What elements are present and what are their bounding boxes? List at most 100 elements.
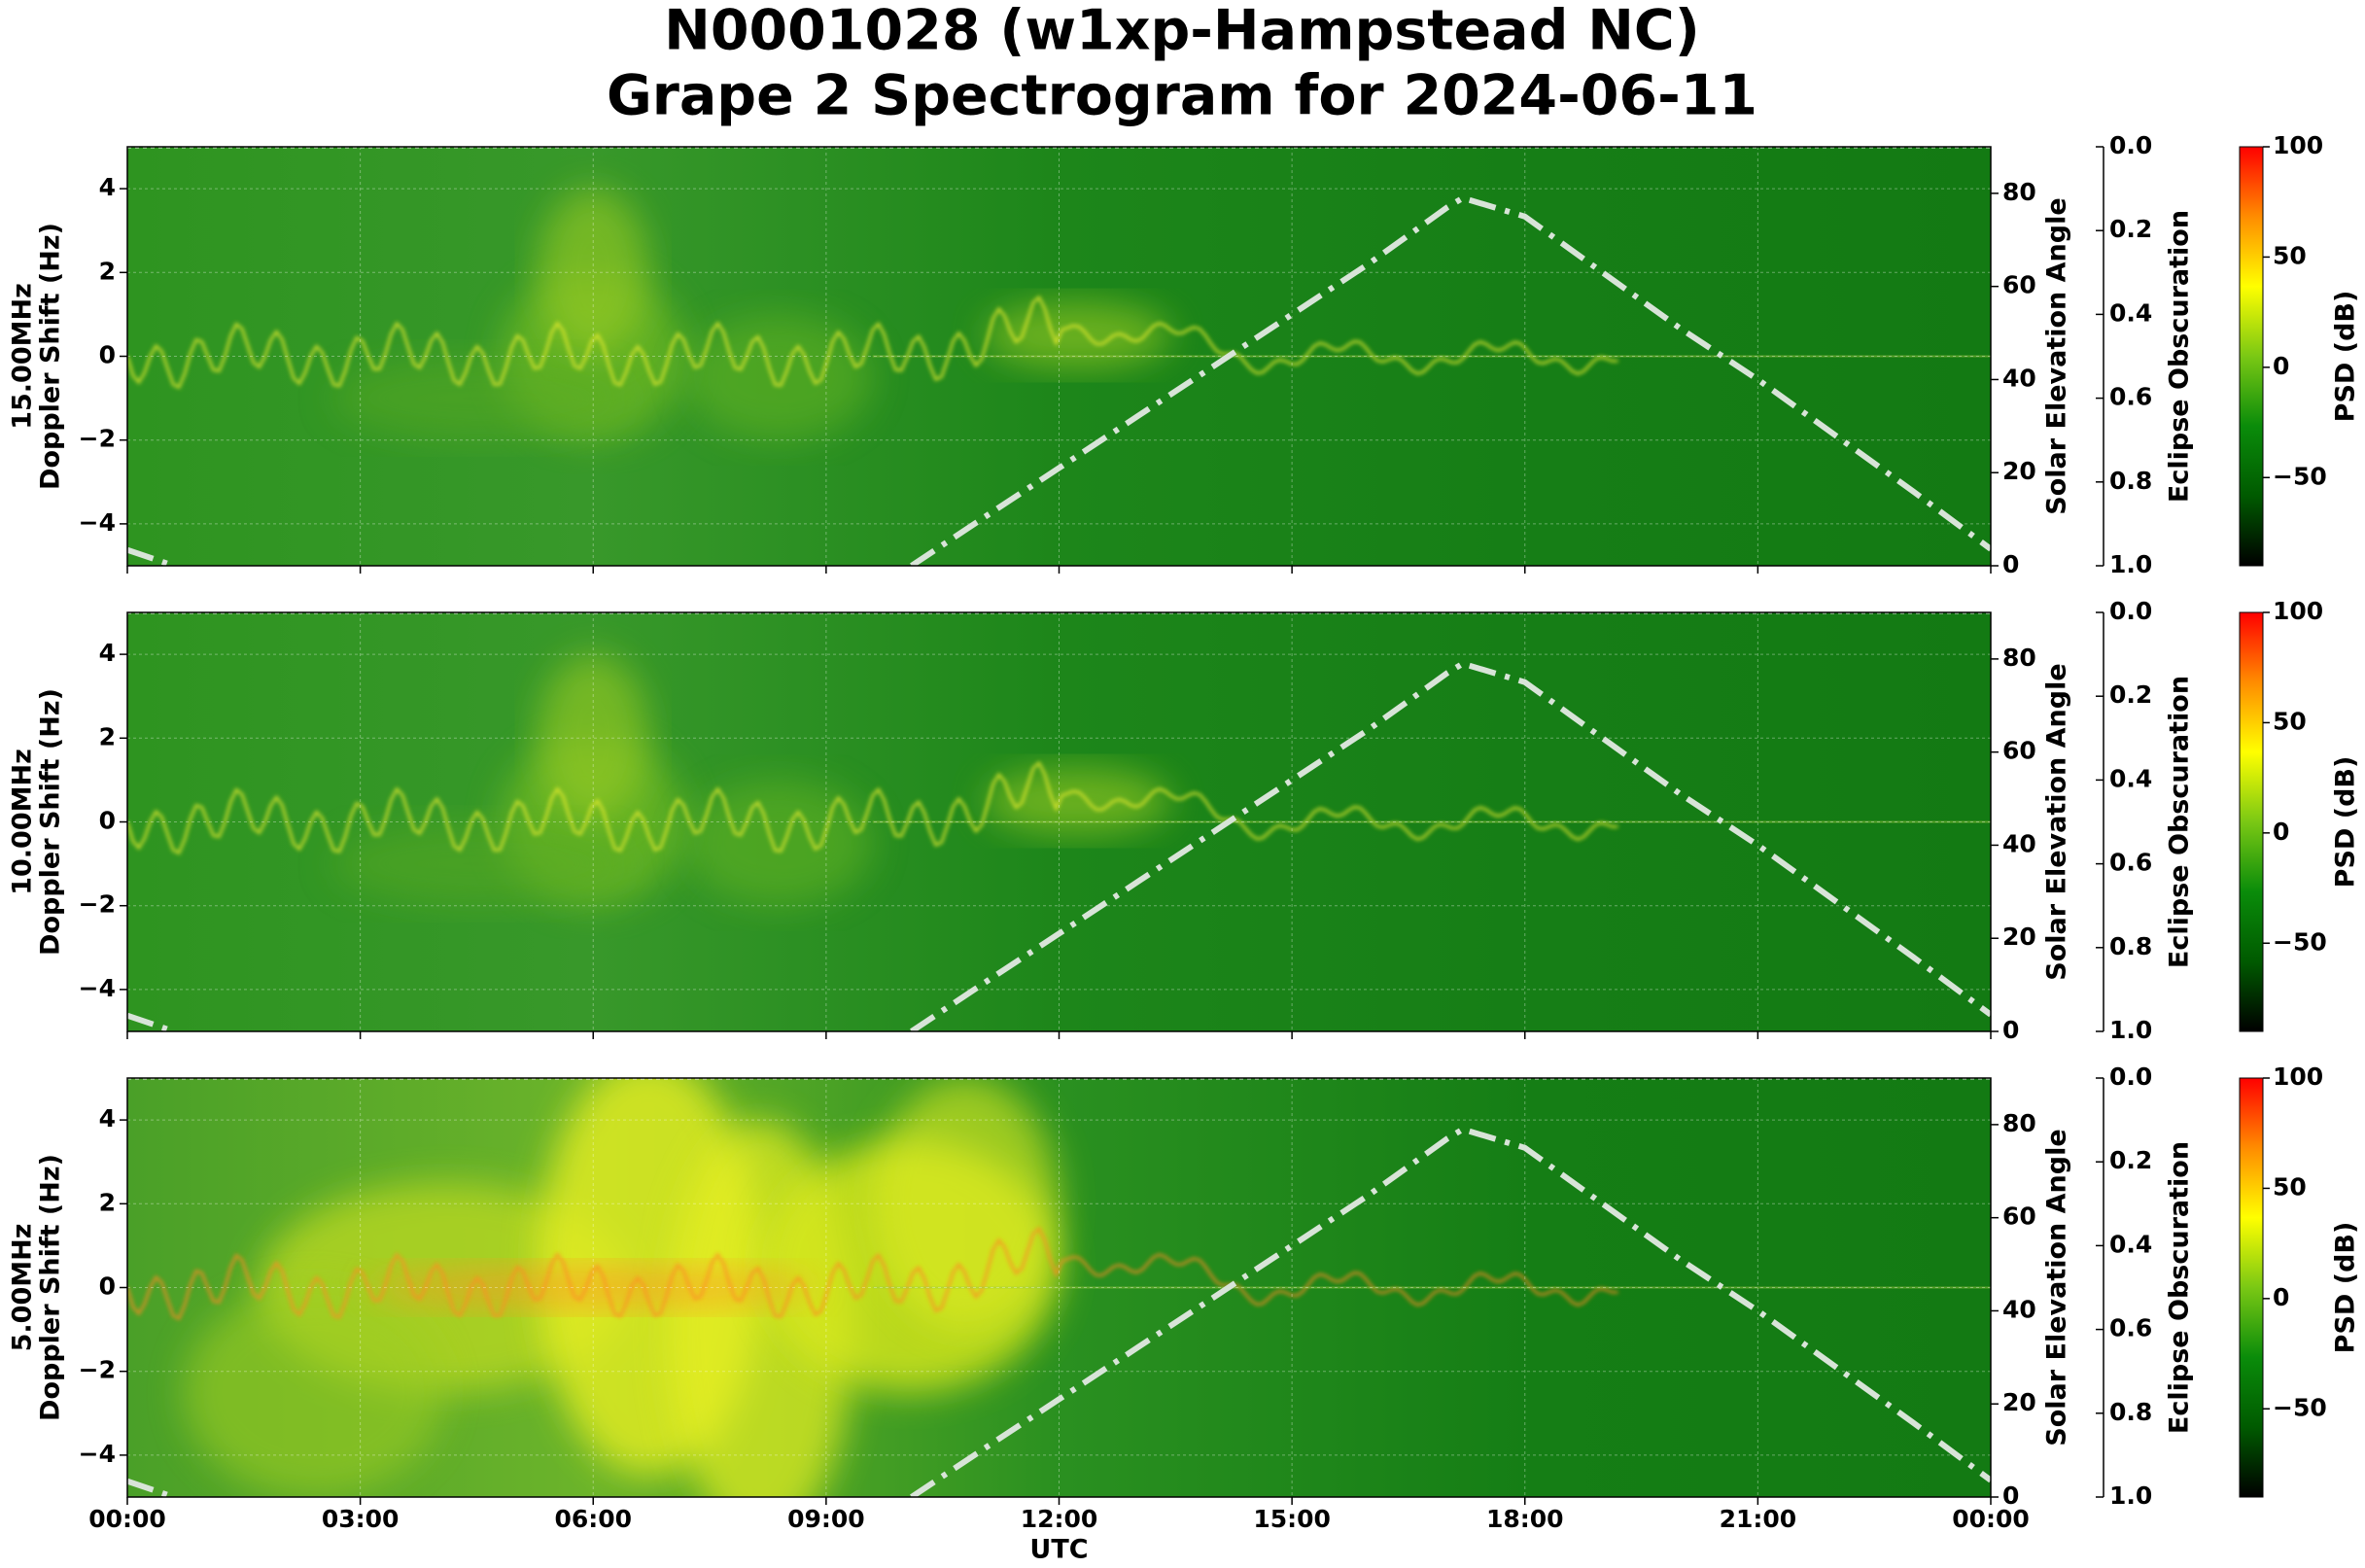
y-tick-label: 2 xyxy=(99,722,116,750)
eclipse-axis-label: Eclipse Obscuration xyxy=(2165,210,2195,503)
y-tick-label: 0 xyxy=(99,341,116,369)
texture xyxy=(872,1078,1060,1330)
y-axis-label: 15.00MHz xyxy=(8,283,38,430)
colorbar-tick-label: 100 xyxy=(2273,131,2323,159)
y-axis-label: Doppler Shift (Hz) xyxy=(36,1154,66,1421)
colorbar-label: PSD (dB) xyxy=(2331,756,2361,889)
y2-tick-label: 80 xyxy=(2002,1109,2036,1137)
y-tick-label: 2 xyxy=(99,1188,116,1216)
colorbar-tick-label: 0 xyxy=(2273,818,2289,846)
plot-frame xyxy=(126,1077,1992,1498)
texture xyxy=(183,1287,444,1497)
eclipse-tick-label: 0.2 xyxy=(2109,215,2152,243)
texture-trace xyxy=(127,1226,1618,1321)
eclipse-tick-label: 0.4 xyxy=(2109,298,2152,327)
eclipse-tick-label: 0.2 xyxy=(2109,1146,2152,1174)
x-tick-label: 06:00 xyxy=(554,1505,632,1533)
y-axis-label: 10.00MHz xyxy=(8,749,38,895)
colorbar-tick-label: 100 xyxy=(2273,1063,2323,1091)
x-tick-label: 00:00 xyxy=(1952,1505,2030,1533)
y2-tick-label: 20 xyxy=(2002,923,2036,951)
plot-frame xyxy=(126,611,1992,1032)
x-tick-label: 21:00 xyxy=(1720,1505,1797,1533)
y2-tick-label: 20 xyxy=(2002,457,2036,485)
y2-tick-label: 20 xyxy=(2002,1388,2036,1416)
y-tick-label: 4 xyxy=(99,173,116,201)
eclipse-tick-label: 1.0 xyxy=(2109,1481,2152,1510)
colorbar-tick-label: −50 xyxy=(2273,1393,2327,1421)
y-axis-label: 5.00MHz xyxy=(8,1224,38,1352)
y-tick-label: −4 xyxy=(79,508,116,537)
texture xyxy=(537,654,649,822)
y2-tick-label: 60 xyxy=(2002,271,2036,299)
y2-tick-label: 40 xyxy=(2002,829,2036,857)
y2-tick-label: 80 xyxy=(2002,644,2036,672)
eclipse-tick-label: 0.0 xyxy=(2109,1063,2152,1091)
colorbar xyxy=(2239,146,2264,567)
y-tick-label: 4 xyxy=(99,639,116,667)
title-line: Grape 2 Spectrogram for 2024-06-11 xyxy=(607,64,1757,128)
solar-elevation-line xyxy=(127,1126,1991,1497)
colorbar xyxy=(2239,1077,2264,1498)
texture-trace xyxy=(127,295,1618,390)
y2-axis-label: Solar Elevation Angle xyxy=(2042,663,2072,980)
eclipse-tick-label: 0.6 xyxy=(2109,1314,2152,1342)
colorbar-tick-label: −50 xyxy=(2273,462,2327,490)
texture xyxy=(984,301,1171,369)
colorbar-tick-label: 50 xyxy=(2273,1172,2307,1201)
y-tick-label: −2 xyxy=(79,425,116,453)
eclipse-tick-label: 0.0 xyxy=(2109,131,2152,159)
spectrogram xyxy=(127,612,1991,1031)
y-axis-label: Doppler Shift (Hz) xyxy=(36,688,66,956)
texture xyxy=(984,767,1171,835)
eclipse-tick-label: 0.0 xyxy=(2109,597,2152,625)
eclipse-tick-label: 0.4 xyxy=(2109,764,2152,792)
texture xyxy=(331,821,631,906)
y2-tick-label: 40 xyxy=(2002,1295,2036,1323)
y-tick-label: 0 xyxy=(99,1272,116,1301)
colorbar-tick-label: 100 xyxy=(2273,597,2323,625)
eclipse-tick-label: 1.0 xyxy=(2109,1016,2152,1044)
spectrogram xyxy=(127,1078,1991,1497)
texture xyxy=(686,780,873,906)
texture xyxy=(369,1266,817,1309)
eclipse-axis-label: Eclipse Obscuration xyxy=(2165,1141,2195,1434)
eclipse-tick-label: 1.0 xyxy=(2109,550,2152,578)
x-tick-label: 09:00 xyxy=(787,1505,865,1533)
colorbar-tick-label: 0 xyxy=(2273,1283,2289,1311)
plot-frame xyxy=(126,146,1992,567)
y-tick-label: 4 xyxy=(99,1104,116,1132)
y-tick-label: −2 xyxy=(79,1356,116,1384)
y2-tick-label: 60 xyxy=(2002,1202,2036,1231)
y-tick-label: −4 xyxy=(79,974,116,1002)
colorbar-tick-label: −50 xyxy=(2273,927,2327,956)
y-tick-label: 2 xyxy=(99,257,116,285)
colorbar-label: PSD (dB) xyxy=(2331,1222,2361,1354)
y2-tick-label: 60 xyxy=(2002,737,2036,765)
eclipse-tick-label: 0.6 xyxy=(2109,383,2152,411)
colorbar-label: PSD (dB) xyxy=(2331,291,2361,423)
y-tick-label: 0 xyxy=(99,807,116,835)
colorbar xyxy=(2239,611,2264,1032)
y2-axis-label: Solar Elevation Angle xyxy=(2042,197,2072,514)
colorbar-tick-label: 0 xyxy=(2273,352,2289,380)
eclipse-tick-label: 0.8 xyxy=(2109,932,2152,960)
colorbar-tick-label: 50 xyxy=(2273,707,2307,735)
y-axis-label: Doppler Shift (Hz) xyxy=(36,223,66,490)
eclipse-tick-label: 0.6 xyxy=(2109,849,2152,877)
y2-tick-label: 0 xyxy=(2002,550,2019,578)
eclipse-tick-label: 0.2 xyxy=(2109,680,2152,709)
texture-trace xyxy=(127,760,1618,855)
y2-tick-label: 0 xyxy=(2002,1016,2019,1044)
solar-elevation-line xyxy=(127,660,1991,1031)
y-tick-label: −4 xyxy=(79,1440,116,1468)
x-tick-label: 03:00 xyxy=(322,1505,400,1533)
title-line: N0001028 (w1xp-Hampstead NC) xyxy=(664,0,1700,63)
eclipse-tick-label: 0.4 xyxy=(2109,1230,2152,1258)
spectrogram xyxy=(127,147,1991,566)
y2-axis-label: Solar Elevation Angle xyxy=(2042,1129,2072,1446)
y2-tick-label: 0 xyxy=(2002,1481,2019,1510)
x-tick-label: 18:00 xyxy=(1486,1505,1564,1533)
